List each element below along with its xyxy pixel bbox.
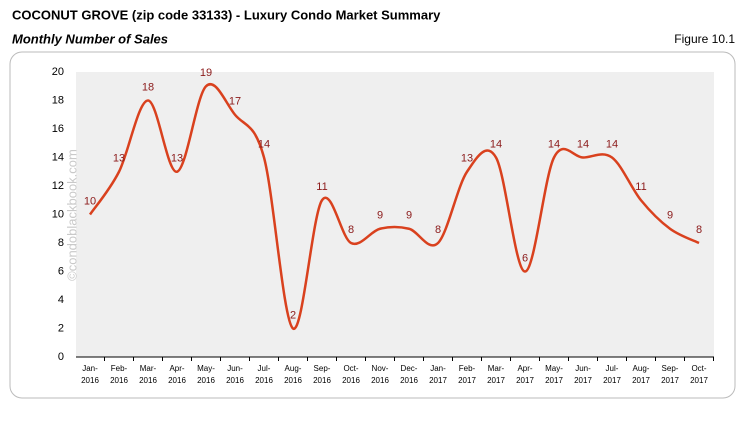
chart-title: COCONUT GROVE (zip code 33133) - Luxury … xyxy=(12,7,441,22)
x-tick-label: Apr-2017 xyxy=(516,364,534,385)
y-tick-label: 20 xyxy=(52,66,64,78)
data-line xyxy=(88,83,700,330)
data-label: 13 xyxy=(461,153,473,165)
data-label: 17 xyxy=(229,96,241,108)
x-tick-label: Mar-2017 xyxy=(487,364,505,385)
x-tick-label: Oct-2016 xyxy=(342,364,360,385)
data-label: 14 xyxy=(548,138,560,150)
y-tick-label: 10 xyxy=(52,208,64,220)
x-tick-label: Aug-2016 xyxy=(284,364,302,385)
x-tick-label: Sep-2016 xyxy=(313,364,331,385)
data-label: 14 xyxy=(258,138,270,150)
y-tick-label: 14 xyxy=(52,151,64,163)
x-tick-label: Jan-2017 xyxy=(429,364,447,385)
data-label: 13 xyxy=(113,153,125,165)
data-label: 11 xyxy=(635,181,646,193)
y-tick-label: 6 xyxy=(58,265,64,277)
x-tick-label: Jun-2017 xyxy=(574,364,592,385)
y-tick-label: 18 xyxy=(52,94,64,106)
x-tick-label: Nov-2016 xyxy=(371,364,389,385)
plot-area xyxy=(76,72,714,357)
x-tick-label: Sep-2017 xyxy=(661,364,679,385)
data-label: 8 xyxy=(696,224,702,236)
y-tick-label: 2 xyxy=(58,322,64,334)
data-label: 9 xyxy=(377,210,383,222)
x-tick-label: Jan-2016 xyxy=(81,364,99,385)
y-tick-label: 8 xyxy=(58,237,64,249)
x-tick-label: Oct-2017 xyxy=(690,364,708,385)
data-label: 9 xyxy=(406,210,412,222)
x-tick-label: Apr-2016 xyxy=(168,364,186,385)
x-tick-label: Jul-2017 xyxy=(603,364,621,385)
watermark: ©condoblackbook.com xyxy=(64,149,79,281)
data-label: 14 xyxy=(490,138,502,150)
y-tick-label: 4 xyxy=(58,294,64,306)
data-label: 14 xyxy=(606,138,618,150)
x-tick-label: Dec-2016 xyxy=(400,364,418,385)
data-label: 8 xyxy=(348,224,354,236)
data-label: 18 xyxy=(142,81,154,93)
data-label: 2 xyxy=(290,309,296,321)
y-tick-label: 0 xyxy=(58,351,64,363)
x-tick-label: Feb-2016 xyxy=(110,364,128,385)
chart-subtitle: Monthly Number of Sales xyxy=(12,31,168,46)
data-label: 19 xyxy=(200,67,212,79)
data-label: 8 xyxy=(435,224,441,236)
data-label: 9 xyxy=(667,210,673,222)
data-label: 10 xyxy=(84,195,96,207)
data-label: 11 xyxy=(316,181,327,193)
y-tick-label: 16 xyxy=(52,123,64,135)
x-tick-label: Jun-2016 xyxy=(226,364,244,385)
data-label: 14 xyxy=(577,138,589,150)
data-label: 13 xyxy=(171,153,183,165)
x-tick-label: Aug-2017 xyxy=(632,364,650,385)
data-label: 6 xyxy=(522,252,528,264)
x-tick-label: Feb-2017 xyxy=(458,364,476,385)
x-tick-label: Mar-2016 xyxy=(139,364,157,385)
x-tick-label: Jul-2016 xyxy=(255,364,273,385)
y-tick-label: 12 xyxy=(52,180,64,192)
figure-label: Figure 10.1 xyxy=(674,32,735,46)
x-tick-label: May-2016 xyxy=(197,364,215,385)
x-tick-label: May-2017 xyxy=(545,364,563,385)
